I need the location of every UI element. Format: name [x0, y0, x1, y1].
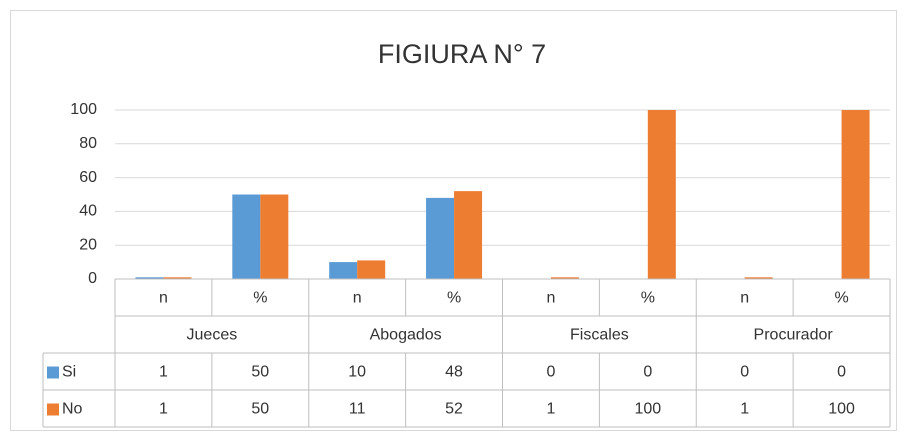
x-tick-label: % [641, 290, 655, 307]
legend-key [47, 366, 59, 379]
bar [357, 260, 386, 279]
y-tick-label: 80 [79, 135, 97, 152]
bar [260, 194, 289, 279]
table-value: 50 [251, 364, 269, 381]
table-value: 11 [349, 401, 366, 418]
table-value: 0 [643, 364, 652, 381]
table-value: 48 [445, 364, 463, 381]
bar [841, 110, 870, 279]
chart-title: FIGIURA N° 7 [378, 39, 546, 69]
bar [647, 110, 676, 279]
group-label: Fiscales [570, 327, 629, 344]
table-value: 100 [828, 401, 855, 418]
legend-label: Si [62, 364, 76, 381]
bar [163, 277, 192, 279]
x-tick-label: n [159, 290, 168, 307]
table-value: 1 [740, 401, 749, 418]
table-value: 1 [159, 364, 168, 381]
group-label: Jueces [187, 327, 238, 344]
y-tick-label: 60 [79, 169, 97, 186]
bar [329, 262, 358, 279]
y-tick-label: 0 [88, 270, 97, 287]
table-value: 50 [251, 401, 269, 418]
legend-label: No [62, 401, 83, 418]
y-tick-label: 20 [79, 236, 97, 253]
bar [744, 277, 773, 279]
table-value: 0 [837, 364, 846, 381]
table-value: 10 [348, 364, 366, 381]
y-tick-label: 100 [70, 101, 97, 118]
x-tick-label: % [834, 290, 848, 307]
x-tick-label: % [447, 290, 461, 307]
y-tick-label: 40 [79, 203, 97, 220]
x-tick-label: n [740, 290, 749, 307]
table-value: 0 [740, 364, 749, 381]
x-tick-label: n [353, 290, 362, 307]
legend-key [47, 403, 59, 416]
table-value: 100 [634, 401, 661, 418]
table-value: 1 [159, 401, 168, 418]
table-value: 1 [546, 401, 555, 418]
bar [454, 191, 483, 279]
x-tick-label: % [253, 290, 267, 307]
bar [550, 277, 579, 279]
bar [232, 194, 261, 279]
group-label: Procurador [754, 327, 834, 344]
x-tick-label: n [546, 290, 555, 307]
bar [135, 277, 164, 279]
bar [426, 197, 455, 279]
table-value: 0 [546, 364, 555, 381]
group-label: Abogados [370, 327, 442, 344]
table-value: 52 [445, 401, 463, 418]
